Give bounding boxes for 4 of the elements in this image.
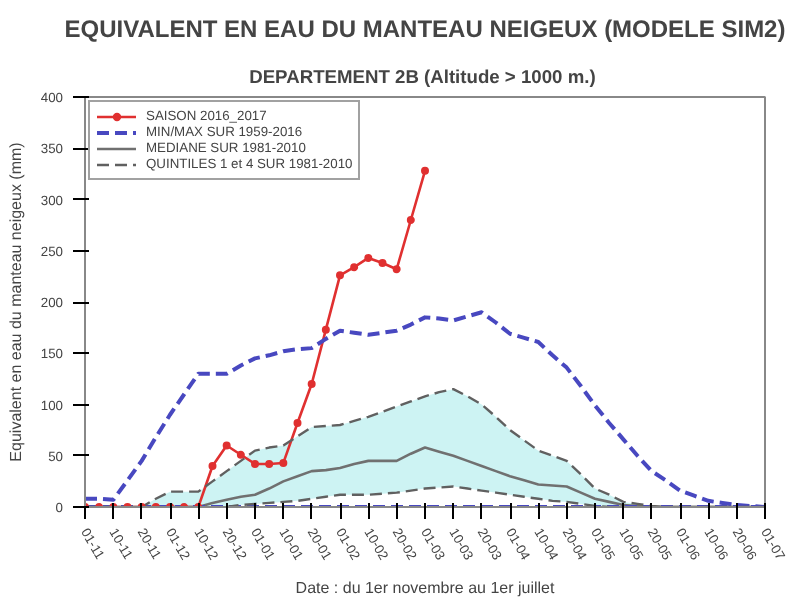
y-axis-title: Equivalent en eau du manteau neigeux (mm) <box>6 141 25 462</box>
chart-subtitle: DEPARTEMENT 2B (Altitude > 1000 m.) <box>249 67 596 87</box>
chart-title: EQUIVALENT EN EAU DU MANTEAU NEIGEUX (MODELE SIM2) <box>64 15 786 43</box>
x-axis-title: Date : du 1er novembre au 1er juillet <box>295 579 556 598</box>
